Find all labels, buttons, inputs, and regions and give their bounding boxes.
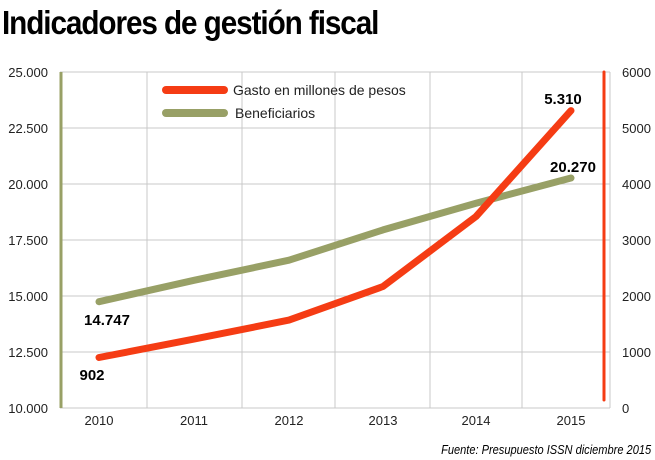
right-tick-label: 1000 [622,345,651,360]
right-tick-label: 6000 [622,65,651,80]
x-tick-label: 2014 [462,413,491,428]
right-tick-label: 0 [622,401,629,416]
legend-label-gasto: Gasto en millones de pesos [233,82,406,98]
source-note: Fuente: Presupuesto ISSN diciembre 2015 [440,442,651,457]
left-tick-label: 12.500 [8,345,48,360]
data-label: 14.747 [84,312,130,329]
left-tick-label: 10.000 [8,401,48,416]
x-tick-label: 2013 [369,413,398,428]
chart-title: Indicadores de gestión fiscal [2,4,379,41]
x-tick-label: 2011 [180,413,208,428]
left-tick-label: 25.000 [8,65,48,80]
right-tick-label: 2000 [622,289,651,304]
data-label: 902 [79,367,104,384]
data-label: 5.310 [544,91,582,108]
series-line-gasto [95,107,575,361]
left-tick-label: 20.000 [8,177,48,192]
right-tick-label: 3000 [622,233,651,248]
right-tick-label: 4000 [622,177,651,192]
left-tick-label: 22.500 [8,121,48,136]
legend-label-beneficiarios: Beneficiarios [235,105,315,121]
x-tick-label: 2012 [275,413,304,428]
left-tick-label: 15.000 [8,289,48,304]
data-label: 20.270 [550,159,596,176]
right-tick-label: 5000 [622,121,651,136]
left-tick-label: 17.500 [8,233,48,248]
x-tick-label: 2015 [557,413,586,428]
x-tick-label: 2010 [85,413,114,428]
